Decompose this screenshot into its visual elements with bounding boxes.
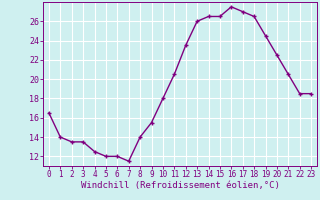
X-axis label: Windchill (Refroidissement éolien,°C): Windchill (Refroidissement éolien,°C) [81,181,279,190]
